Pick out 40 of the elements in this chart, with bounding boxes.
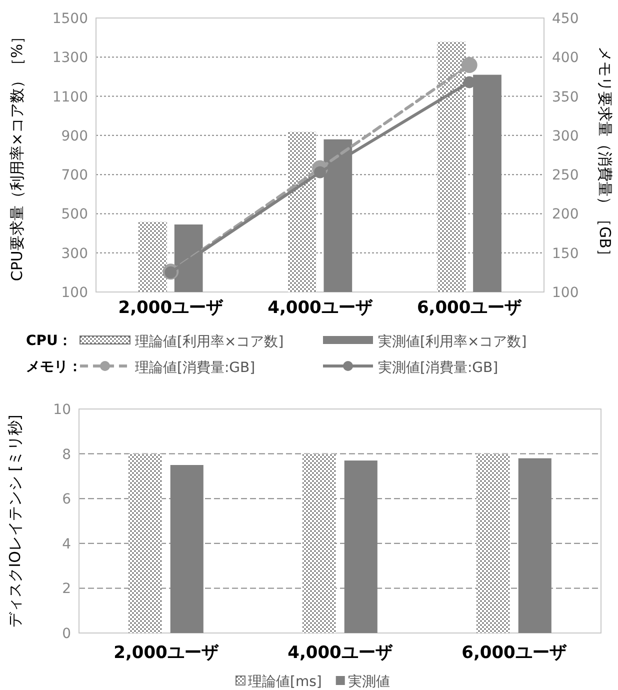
y2-tick-label: 250: [552, 168, 579, 184]
y-tick-label: 1300: [52, 50, 88, 66]
y-tick-label: 0: [62, 626, 71, 642]
y-tick-label: 1100: [52, 89, 88, 106]
y-tick-label: 100: [61, 285, 88, 301]
y-tick-label: 2: [62, 581, 71, 598]
y-tick-label: 10: [53, 402, 71, 418]
x-tick-label: 6,000ユーザ: [462, 643, 568, 663]
y-axis-title: CPU要求量（利用率×コア数）［%］: [8, 28, 26, 282]
y2-tick-label: 400: [552, 50, 579, 66]
x-tick-label: 2,000ユーザ: [118, 298, 224, 318]
x-tick-label: 4,000ユーザ: [288, 643, 394, 663]
legend-label: 理論値[利用率×コア数]: [135, 334, 284, 350]
point: [461, 56, 478, 73]
legend-label: 実測値[消費量:GB]: [378, 360, 498, 376]
y2-tick-label: 100: [552, 285, 579, 301]
y-tick-label: 4: [62, 536, 72, 552]
y2-tick-label: 300: [552, 128, 579, 144]
text: CPU：: [26, 333, 72, 349]
legend-label: 実測値[利用率×コア数]: [378, 334, 527, 350]
x-tick-label: 4,000ユーザ: [268, 298, 374, 318]
y-tick-label: 900: [61, 128, 88, 144]
text: メモリ：: [26, 359, 82, 375]
y2-tick-label: 200: [552, 206, 579, 223]
y-tick-label: 500: [61, 206, 88, 223]
y2-axis-title: メモリ要求量（消費量）［GB］: [596, 46, 614, 264]
y2-tick-label: 350: [552, 89, 579, 106]
x-tick-label: 6,000ユーザ: [416, 298, 523, 318]
y-tick-label: 6: [62, 492, 72, 508]
legend-label: 実測値: [348, 674, 390, 690]
legend-label: 理論値[消費量:GB]: [135, 360, 256, 376]
y2-tick-label: 450: [552, 11, 579, 27]
y-tick-label: 700: [61, 168, 88, 184]
y-tick-label: 300: [61, 246, 88, 262]
y-tick-label: 8: [62, 446, 71, 463]
x-tick-label: 2,000ユーザ: [114, 643, 220, 663]
y-axis-title: ディスクIOレイテンシ [ミリ秒]: [6, 414, 24, 628]
y2-tick-label: 150: [552, 246, 579, 262]
y-tick-label: 1500: [52, 11, 88, 27]
legend-label: 理論値[ms]: [248, 674, 322, 690]
